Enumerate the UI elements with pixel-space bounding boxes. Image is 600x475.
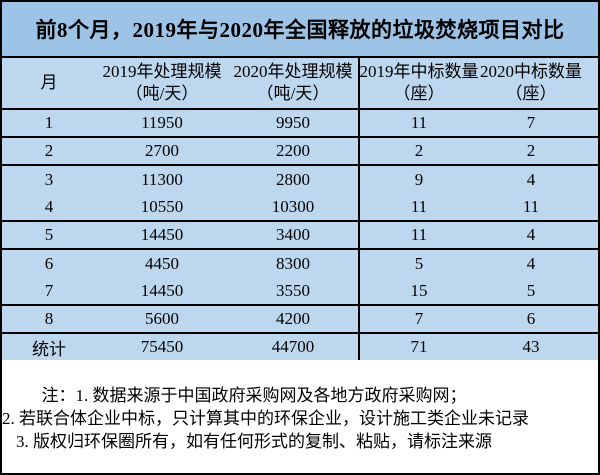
- header-line: （座）: [393, 84, 445, 103]
- total-cell: 71: [358, 334, 478, 360]
- header-line: 2020年处理规模: [233, 62, 353, 81]
- header-row: 月 2019年处理规模 （吨/天） 2020年处理规模 （吨/天） 2019年中…: [2, 58, 598, 110]
- table-cell: 2700: [145, 141, 179, 160]
- header-month: 月: [2, 58, 96, 108]
- table-cell: 11: [358, 194, 478, 220]
- table-cell: 11950: [141, 113, 183, 132]
- header-line: 2019年处理规模: [102, 62, 222, 81]
- table-row: 4 10550 10300 11 11: [2, 194, 598, 222]
- table-cell: 9: [358, 166, 478, 194]
- data-table: 月 2019年处理规模 （吨/天） 2020年处理规模 （吨/天） 2019年中…: [2, 58, 598, 360]
- header-line: （座）: [505, 84, 557, 103]
- table-row: 3 11300 2800 9 4: [2, 166, 598, 194]
- total-cell: 75450: [140, 337, 184, 356]
- table-cell: 5: [358, 250, 478, 278]
- header-line: 2019年中标数量: [359, 62, 479, 81]
- table-cell: 9950: [276, 113, 310, 132]
- table-cell: 5: [44, 225, 54, 244]
- table-cell: 15: [358, 278, 478, 304]
- table-cell: 2800: [276, 170, 310, 189]
- total-cell: 统计: [32, 339, 66, 359]
- note-line-3: 3. 版权归环保圈所有，如有任何形式的复制、粘贴，请标注来源: [16, 432, 492, 451]
- table-cell: 10300: [271, 197, 315, 216]
- table-cell: 4: [526, 170, 536, 189]
- table-row: 7 14450 3550 15 5: [2, 278, 598, 306]
- table-cell: 2: [526, 141, 536, 160]
- table-cell: 3: [44, 170, 54, 189]
- table-cell: 4: [526, 225, 536, 244]
- footnotes: 注：1. 数据来源于中国政府采购网及各地方政府采购网； 2. 若联合体企业中标，…: [2, 360, 598, 453]
- table-cell: 6: [44, 254, 54, 273]
- table-cell: 10550: [140, 197, 184, 216]
- table-cell: 5600: [145, 309, 179, 328]
- table-row: 6 4450 8300 5 4: [2, 250, 598, 278]
- table-cell: 4: [44, 197, 54, 216]
- table-cell: 11: [358, 110, 478, 136]
- table-cell: 2200: [276, 141, 310, 160]
- total-cell: 44700: [271, 337, 315, 356]
- header-2020-awards: 2020中标数量 （座）: [478, 58, 598, 108]
- header-line: 2020中标数量: [480, 62, 582, 81]
- page-title: 前8个月，2019年与2020年全国释放的垃圾焚烧项目对比: [2, 2, 598, 58]
- table-cell: 11: [522, 197, 540, 216]
- table-cell: 4450: [145, 254, 179, 273]
- table-cell: 1: [44, 113, 54, 132]
- table-row: 1 11950 9950 11 7: [2, 110, 598, 138]
- total-cell: 43: [522, 337, 540, 356]
- table-cell: 14450: [140, 225, 184, 244]
- table-row: 8 5600 4200 7 6: [2, 306, 598, 334]
- table-cell: 7: [526, 113, 536, 132]
- header-line: 月: [40, 73, 58, 92]
- table-row: 5 14450 3400 11 4: [2, 222, 598, 250]
- table-cell: 14450: [140, 281, 184, 300]
- table-cell: 4: [526, 254, 536, 273]
- table-cell: 11300: [141, 170, 183, 189]
- table-cell: 2: [44, 141, 54, 160]
- total-row: 统计 75450 44700 71 43: [2, 334, 598, 360]
- header-2019-awards: 2019年中标数量 （座）: [358, 58, 479, 108]
- note-line-1: 注：1. 数据来源于中国政府采购网及各地方政府采购网；: [41, 386, 467, 405]
- table-cell: 6: [526, 309, 536, 328]
- header-2020-capacity: 2020年处理规模 （吨/天）: [228, 58, 358, 108]
- header-line: （吨/天）: [125, 84, 199, 103]
- header-line: （吨/天）: [256, 84, 330, 103]
- table-cell: 7: [358, 306, 478, 332]
- table-cell: 5: [526, 281, 536, 300]
- table-cell: 4200: [276, 309, 310, 328]
- table-cell: 2: [358, 138, 478, 164]
- table-row: 2 2700 2200 2 2: [2, 138, 598, 166]
- table-cell: 7: [44, 281, 54, 300]
- table-cell: 8: [44, 309, 54, 328]
- note-line-2: 2. 若联合体企业中标，只计算其中的环保企业，设计施工类企业未记录: [2, 409, 529, 428]
- table-cell: 3550: [276, 281, 310, 300]
- table-cell: 8300: [276, 254, 310, 273]
- header-2019-capacity: 2019年处理规模 （吨/天）: [96, 58, 228, 108]
- table-cell: 3400: [276, 225, 310, 244]
- table-cell: 11: [358, 222, 478, 248]
